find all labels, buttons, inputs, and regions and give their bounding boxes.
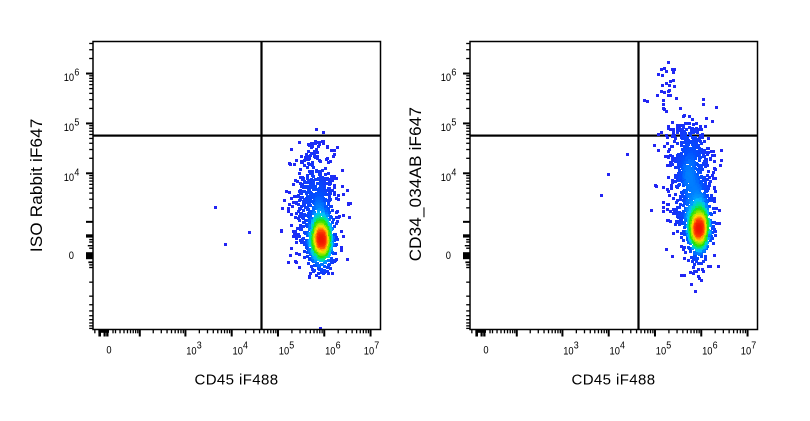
svg-text:ISO Rabbit iF647: ISO Rabbit iF647: [27, 118, 46, 252]
svg-text:6: 6: [336, 340, 341, 352]
svg-text:6: 6: [74, 67, 79, 79]
svg-text:CD45 iF488: CD45 iF488: [571, 372, 655, 389]
svg-text:4: 4: [620, 340, 625, 352]
svg-text:3: 3: [574, 340, 579, 352]
svg-text:10: 10: [610, 346, 621, 358]
svg-text:3: 3: [197, 340, 202, 352]
svg-text:10: 10: [186, 346, 197, 358]
svg-text:10: 10: [64, 72, 75, 84]
svg-text:7: 7: [751, 340, 756, 352]
svg-text:CD34_034AB iF647: CD34_034AB iF647: [406, 107, 425, 261]
svg-text:10: 10: [563, 346, 574, 358]
svg-text:10: 10: [279, 346, 290, 358]
svg-text:10: 10: [702, 346, 713, 358]
svg-text:10: 10: [741, 346, 752, 358]
svg-text:0: 0: [69, 250, 74, 262]
svg-text:CD45 iF488: CD45 iF488: [194, 372, 278, 389]
svg-text:10: 10: [325, 346, 336, 358]
svg-text:0: 0: [106, 345, 111, 357]
svg-text:5: 5: [289, 340, 294, 352]
svg-text:5: 5: [451, 117, 456, 129]
svg-text:6: 6: [713, 340, 718, 352]
svg-text:10: 10: [656, 346, 667, 358]
svg-text:10: 10: [64, 172, 75, 184]
svg-text:7: 7: [374, 340, 379, 352]
svg-text:10: 10: [441, 72, 452, 84]
svg-text:0: 0: [483, 345, 488, 357]
svg-text:10: 10: [233, 346, 244, 358]
svg-text:5: 5: [666, 340, 671, 352]
svg-text:4: 4: [243, 340, 248, 352]
svg-text:10: 10: [64, 122, 75, 134]
svg-text:10: 10: [441, 172, 452, 184]
svg-text:4: 4: [451, 167, 456, 179]
svg-text:10: 10: [441, 122, 452, 134]
svg-text:10: 10: [364, 346, 375, 358]
svg-text:4: 4: [74, 167, 79, 179]
svg-text:0: 0: [446, 250, 451, 262]
svg-text:6: 6: [451, 67, 456, 79]
svg-text:5: 5: [74, 117, 79, 129]
